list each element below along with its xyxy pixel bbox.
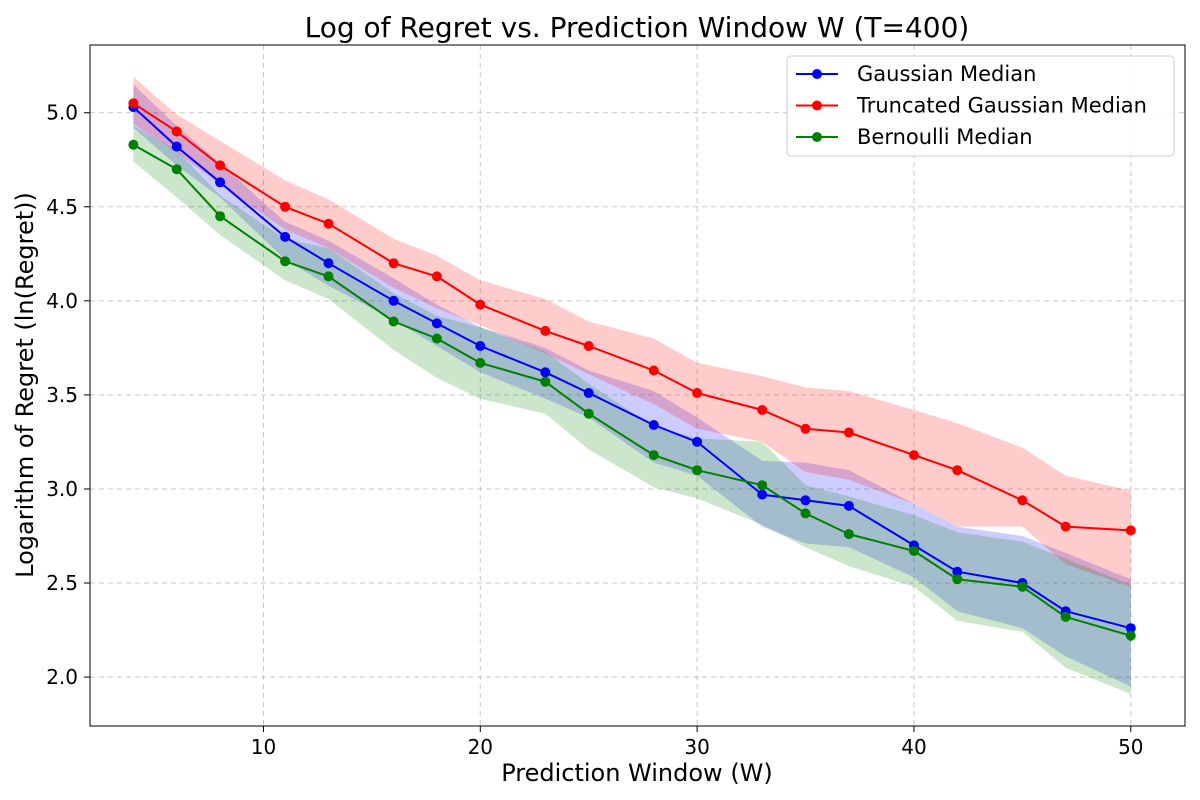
legend-label: Bernoulli Median <box>857 125 1033 149</box>
truncated-gaussian-median-band <box>133 77 1131 587</box>
gaussian-median-band <box>133 84 1131 687</box>
bernoulli-median-point <box>215 211 226 222</box>
y-tick-label: 3.5 <box>46 383 78 407</box>
bernoulli-median-band <box>133 125 1131 694</box>
gaussian-median-line <box>132 106 1132 630</box>
y-tick-label: 2.5 <box>46 571 78 595</box>
bernoulli-median-point <box>952 574 963 585</box>
truncated-gaussian-median-point <box>909 450 919 461</box>
y-tick-label: 5.0 <box>46 101 78 125</box>
gaussian-median-point <box>757 489 768 500</box>
gaussian-median-point <box>1125 623 1136 634</box>
x-tick-label: 20 <box>468 735 493 759</box>
x-tick-label: 10 <box>251 735 276 759</box>
bernoulli-median-point <box>475 357 486 368</box>
series-lines <box>132 102 1132 637</box>
bernoulli-median-point <box>909 546 919 556</box>
legend: Gaussian Median Truncated Gaussian Median… <box>786 55 1175 157</box>
grid <box>90 45 1185 726</box>
y-tick-label: 2.0 <box>46 665 78 689</box>
legend-swatch-marker <box>812 132 822 142</box>
confidence-bands <box>133 77 1131 694</box>
gaussian-median-point <box>692 436 703 447</box>
gaussian-median-point <box>431 318 442 329</box>
truncated-gaussian-median-point <box>323 218 334 229</box>
bernoulli-median-line <box>132 143 1132 637</box>
gaussian-median-point <box>583 388 594 398</box>
bernoulli-median-point <box>431 333 442 344</box>
legend-item-gaussian-median: Gaussian Median <box>796 62 1036 86</box>
bernoulli-median-point <box>583 408 594 419</box>
truncated-gaussian-median-point <box>648 365 659 376</box>
truncated-gaussian-median-point <box>1125 525 1136 536</box>
bernoulli-median-point <box>540 376 551 387</box>
bernoulli-median-point <box>800 508 811 519</box>
truncated-gaussian-median-point <box>475 299 486 310</box>
x-axis-label: Prediction Window (W) <box>501 759 773 787</box>
legend-label: Truncated Gaussian Median <box>856 94 1147 118</box>
bernoulli-median-point <box>280 256 291 267</box>
chart-title: Log of Regret vs. Prediction Window W (T… <box>305 11 970 44</box>
truncated-gaussian-median-point <box>540 325 551 336</box>
truncated-gaussian-median-point <box>800 423 811 434</box>
legend-item-truncated-gaussian-median: Truncated Gaussian Median <box>796 94 1147 118</box>
bernoulli-median-point <box>1017 581 1028 592</box>
y-tick-label: 4.5 <box>46 195 78 219</box>
gaussian-median-point <box>648 420 659 430</box>
y-tick-label: 4.0 <box>46 289 78 313</box>
truncated-gaussian-median-point <box>280 201 291 212</box>
truncated-gaussian-median-point <box>388 258 399 269</box>
bernoulli-median-point <box>323 271 334 282</box>
bernoulli-median-point <box>171 164 182 175</box>
gaussian-median-point <box>388 295 399 306</box>
bernoulli-median-point <box>757 480 768 491</box>
gaussian-median-point <box>323 258 334 269</box>
truncated-gaussian-median-point <box>583 341 594 351</box>
truncated-gaussian-median-point <box>1017 495 1028 506</box>
truncated-gaussian-median-point <box>757 405 768 415</box>
gaussian-median-point <box>800 495 811 506</box>
plot-area-frame <box>89 44 1186 727</box>
y-axis-ticks: 2.0 2.5 3.0 3.5 4.0 4.5 5.0 <box>46 101 90 689</box>
x-tick-label: 50 <box>1118 735 1143 759</box>
bernoulli-median-point <box>648 450 659 461</box>
legend-label: Gaussian Median <box>857 62 1036 86</box>
truncated-gaussian-median-line <box>132 102 1131 532</box>
truncated-gaussian-median-point <box>1060 521 1071 532</box>
gaussian-median-point <box>280 231 291 242</box>
legend-swatch-marker <box>812 69 822 79</box>
gaussian-median-point <box>952 566 963 577</box>
legend-items: Gaussian Median Truncated Gaussian Median… <box>796 62 1147 149</box>
x-axis-ticks: 10 20 30 40 50 <box>251 726 1144 759</box>
bernoulli-median-point <box>388 316 399 327</box>
bernoulli-median-point <box>128 139 139 150</box>
legend-swatch-marker <box>812 100 822 111</box>
bernoulli-median-point <box>1125 630 1136 641</box>
gaussian-median-point <box>540 367 551 378</box>
bernoulli-median-point <box>1060 611 1071 622</box>
truncated-gaussian-median-point <box>431 271 442 282</box>
gaussian-median-point <box>215 177 226 188</box>
x-tick-label: 30 <box>684 735 709 759</box>
gaussian-median-point <box>843 500 854 511</box>
truncated-gaussian-median-point <box>215 160 226 171</box>
truncated-gaussian-median-point <box>843 427 854 438</box>
legend-item-bernoulli-median: Bernoulli Median <box>796 125 1033 149</box>
x-tick-label: 40 <box>901 735 926 759</box>
truncated-gaussian-median-point <box>952 465 963 476</box>
gaussian-median-point <box>475 341 486 351</box>
truncated-gaussian-median-point <box>128 98 139 109</box>
legend-box <box>786 55 1175 157</box>
series-points <box>128 98 1136 641</box>
bernoulli-median-point <box>692 465 703 476</box>
truncated-gaussian-median-point <box>171 126 182 137</box>
truncated-gaussian-median-point <box>692 388 703 398</box>
y-axis-label: Logarithm of Regret (ln(Regret)) <box>11 192 39 578</box>
y-tick-label: 3.0 <box>46 477 78 501</box>
gaussian-median-point <box>171 141 182 152</box>
bernoulli-median-point <box>843 529 854 540</box>
